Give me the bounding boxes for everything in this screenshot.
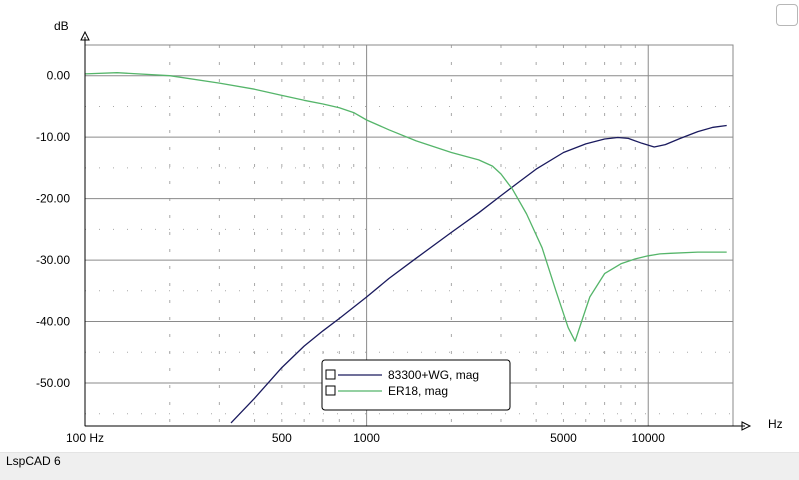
y-tick-label: -30.00: [36, 253, 70, 267]
legend-checkbox: [325, 369, 336, 380]
x-tick-label: 10000: [632, 431, 666, 445]
legend: 83300+WG, mag ER18, mag: [321, 359, 511, 411]
x-tick-label: 500: [272, 431, 292, 445]
legend-entry-label: ER18, mag: [388, 384, 448, 398]
x-tick-label: 1000: [353, 431, 380, 445]
legend-checkbox: [325, 385, 336, 396]
x-axis-label: Hz: [768, 417, 783, 431]
y-axis-arrow: [80, 30, 90, 41]
x-tick-label: 5000: [550, 431, 577, 445]
legend-entry-label: 83300+WG, mag: [388, 368, 479, 382]
x-axis-arrow: [741, 421, 752, 431]
series-layer: [84, 72, 727, 424]
y-tick-labels: 0.00 -10.00 -20.00 -30.00 -40.00 -50.00: [36, 69, 70, 390]
y-tick-label: 0.00: [47, 69, 71, 83]
y-tick-label: -10.00: [36, 130, 70, 144]
app-name-label: LspCAD 6: [6, 454, 61, 468]
status-bar: [0, 452, 799, 480]
y-axis-label: dB: [54, 19, 69, 33]
x-tick-label: 100 Hz: [66, 431, 104, 445]
series-line-1: [84, 72, 727, 342]
axes-layer: [80, 30, 752, 431]
legend-box: [321, 359, 511, 411]
y-tick-label: -40.00: [36, 315, 70, 329]
corner-button[interactable]: [776, 4, 798, 26]
x-tick-labels: 100 Hz 500 1000 5000 10000: [66, 431, 665, 445]
series-line-0: [230, 124, 727, 424]
y-tick-label: -20.00: [36, 192, 70, 206]
y-tick-label: -50.00: [36, 376, 70, 390]
